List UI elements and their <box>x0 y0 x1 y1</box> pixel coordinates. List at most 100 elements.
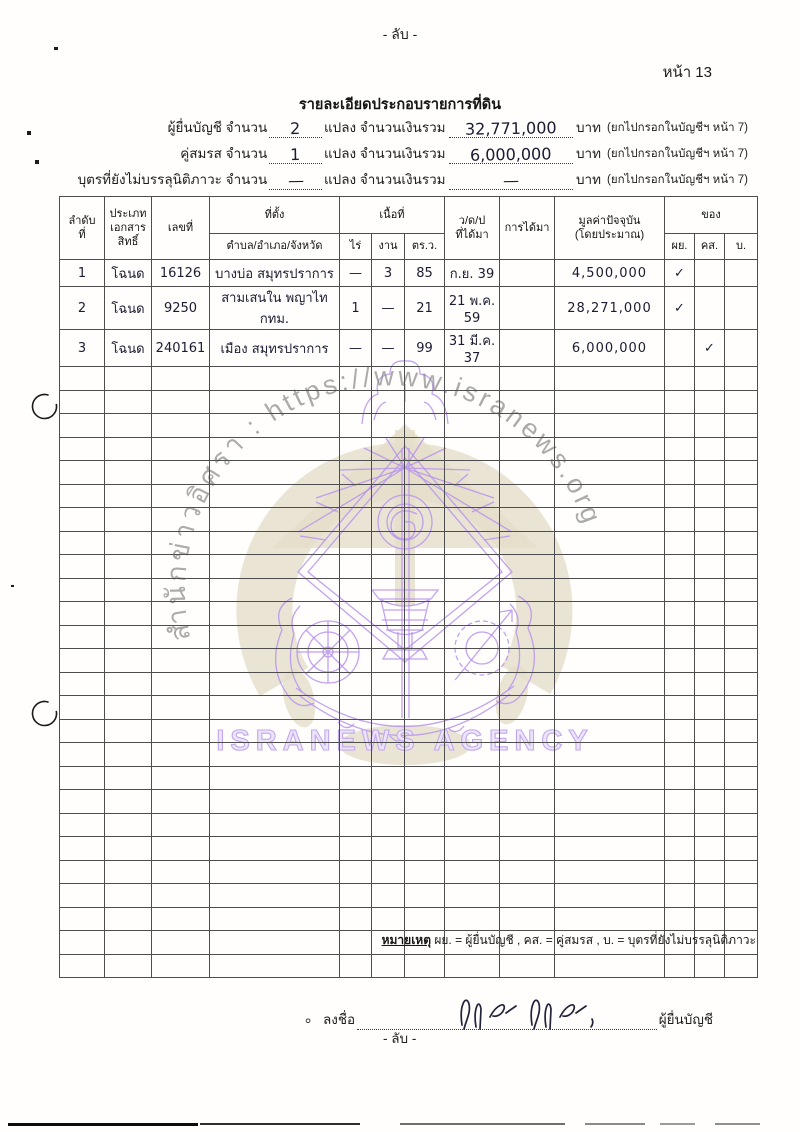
empty-cell <box>59 460 105 485</box>
empty-cell <box>694 413 725 438</box>
cell-location: บางบ่อ สมุทรปราการ <box>209 259 340 287</box>
empty-cell <box>499 789 555 814</box>
empty-cell <box>59 883 105 908</box>
empty-cell <box>209 695 340 720</box>
empty-cell <box>554 953 665 978</box>
empty-cell <box>151 859 210 884</box>
empty-cell <box>404 601 445 626</box>
empty-cell <box>339 483 372 508</box>
empty-cell <box>694 601 725 626</box>
empty-cell <box>339 906 372 931</box>
empty-cell <box>554 554 665 579</box>
empty-cell <box>694 436 725 461</box>
empty-cell <box>59 413 105 438</box>
empty-cell <box>151 883 210 908</box>
empty-cell <box>664 507 695 532</box>
empty-cell <box>59 930 105 955</box>
empty-cell <box>404 742 445 767</box>
empty-cell <box>371 695 405 720</box>
empty-cell <box>723 577 759 602</box>
empty-cell <box>209 812 340 837</box>
cell-no: 2 <box>59 286 105 330</box>
empty-cell <box>371 859 405 884</box>
empty-cell <box>723 413 759 438</box>
empty-cell <box>371 507 405 532</box>
empty-cell <box>723 507 759 532</box>
empty-cell <box>664 460 695 485</box>
cell-location: สามเสนใน พญาไท กทม. <box>209 286 340 330</box>
empty-cell <box>371 906 405 931</box>
cell-wa: 85 <box>404 259 445 287</box>
empty-cell <box>694 906 725 931</box>
empty-cell <box>664 953 695 978</box>
col-header-ngan: งาน <box>371 233 405 260</box>
table-empty-row <box>59 413 759 438</box>
cell-value: 6,000,000 <box>554 329 665 367</box>
empty-cell <box>444 836 500 861</box>
stray-mark: ๐ <box>305 1015 312 1026</box>
total-amount-field: 32,771,000 <box>448 118 573 139</box>
cell-wa: 99 <box>404 329 445 367</box>
empty-cell <box>554 577 665 602</box>
empty-cell <box>104 953 152 978</box>
carry-note: (ยกไปกรอกในบัญชีฯ หน้า 7) <box>607 148 748 160</box>
scanner-edge-artifact <box>0 1121 800 1129</box>
empty-cell <box>151 460 210 485</box>
empty-cell <box>339 695 372 720</box>
handwritten-signature <box>460 999 594 1030</box>
cell-ngan: — <box>371 286 405 330</box>
empty-cell <box>554 742 665 767</box>
empty-cell <box>554 906 665 931</box>
cell-acquisition <box>499 329 555 367</box>
empty-cell <box>209 883 340 908</box>
cell-ks <box>694 286 725 330</box>
footnote: หมายเหตุ ผย. = ผู้ยื่นบัญชี , คส. = คู่ส… <box>382 931 756 950</box>
table-empty-row <box>59 601 759 626</box>
empty-cell <box>499 366 555 391</box>
empty-cell <box>104 366 152 391</box>
empty-cell <box>554 695 665 720</box>
empty-cell <box>499 671 555 696</box>
empty-cell <box>151 789 210 814</box>
empty-cell <box>104 742 152 767</box>
land-details-table: ลำดับ ที่ ประเภท เอกสาร สิทธิ์ เลขที่ ที… <box>59 196 759 978</box>
empty-cell <box>444 742 500 767</box>
summary-mid-label: แปลง จำนวนเงินรวม <box>323 146 446 161</box>
empty-cell <box>554 812 665 837</box>
empty-cell <box>723 554 759 579</box>
empty-cell <box>664 812 695 837</box>
col-header-date: ว/ด/ป ที่ได้มา <box>444 196 500 260</box>
summary-line-children: บุตรที่ยังไม่บรรลุนิติภาวะ จำนวน — แปลง … <box>58 164 748 190</box>
empty-cell <box>444 859 500 884</box>
empty-cell <box>444 507 500 532</box>
empty-cell <box>499 483 555 508</box>
empty-cell <box>723 671 759 696</box>
empty-cell <box>339 883 372 908</box>
empty-cell <box>404 389 445 414</box>
empty-cell <box>339 953 372 978</box>
empty-cell <box>694 366 725 391</box>
empty-cell <box>694 789 725 814</box>
empty-cell <box>664 742 695 767</box>
cell-doc_no: 240161 <box>151 329 210 367</box>
empty-cell <box>371 530 405 555</box>
empty-cell <box>209 389 340 414</box>
empty-cell <box>339 389 372 414</box>
empty-cell <box>151 577 210 602</box>
empty-cell <box>723 718 759 743</box>
empty-cell <box>404 953 445 978</box>
empty-cell <box>664 836 695 861</box>
empty-cell <box>371 413 405 438</box>
empty-cell <box>371 483 405 508</box>
empty-cell <box>723 436 759 461</box>
empty-cell <box>209 742 340 767</box>
empty-cell <box>499 695 555 720</box>
summary-mid-label: แปลง จำนวนเงินรวม <box>323 120 446 135</box>
empty-cell <box>104 930 152 955</box>
empty-cell <box>404 554 445 579</box>
cell-b <box>723 329 759 367</box>
empty-cell <box>59 836 105 861</box>
empty-cell <box>404 836 445 861</box>
empty-cell <box>104 389 152 414</box>
